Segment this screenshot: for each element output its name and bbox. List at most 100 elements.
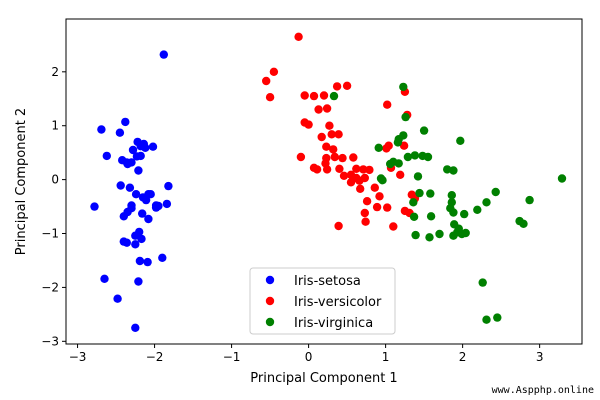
data-point [141, 143, 150, 152]
data-point [410, 151, 420, 160]
axes: −3 −2 −1 0 1 2 3 −3 −2 −1 0 1 2 [41, 18, 583, 364]
data-point [327, 130, 336, 139]
data-point [389, 222, 398, 231]
data-point [322, 165, 332, 174]
x-tick-label: 0 [305, 350, 313, 364]
data-point [383, 203, 392, 212]
data-point [557, 174, 567, 183]
data-point [449, 208, 458, 217]
legend-marker [265, 296, 275, 306]
data-point [426, 189, 435, 198]
data-point [360, 173, 369, 183]
data-points [90, 32, 567, 332]
watermark-text: www.Aspphp.online [491, 385, 594, 396]
legend-label: Iris-versicolor [294, 295, 382, 310]
x-axis-label: Principal Component 1 [250, 371, 397, 386]
legend-marker [265, 275, 275, 285]
data-point [335, 164, 344, 173]
data-point [403, 152, 413, 162]
data-point [97, 125, 106, 134]
data-point [342, 81, 352, 91]
data-point [454, 224, 463, 233]
data-point [127, 201, 136, 210]
plot-frame [65, 18, 583, 345]
data-point [322, 104, 332, 113]
data-point [361, 217, 370, 226]
data-point [334, 130, 343, 139]
y-tick-label: 2 [51, 65, 59, 79]
data-point [525, 195, 534, 205]
data-point [449, 166, 458, 175]
legend: Iris-setosa Iris-versicolor Iris-virginica [249, 267, 396, 335]
data-point [137, 234, 146, 244]
y-axis-label: Principal Component 2 [14, 108, 29, 255]
data-point [482, 198, 491, 207]
data-point [162, 199, 172, 209]
data-point [415, 188, 424, 198]
x-tick-label: 2 [459, 350, 467, 364]
data-point [519, 219, 528, 228]
data-point [443, 165, 452, 174]
data-point [435, 229, 444, 239]
data-point [136, 151, 145, 161]
x-tick-label: −2 [146, 350, 164, 364]
data-point [482, 315, 491, 324]
data-point [339, 171, 349, 180]
legend-marker [265, 317, 275, 327]
data-point [113, 294, 122, 303]
data-point [141, 195, 151, 205]
data-point [419, 126, 429, 135]
data-point [269, 67, 279, 77]
data-point [394, 135, 403, 144]
data-point [116, 181, 125, 190]
data-point [370, 183, 379, 192]
data-point [423, 152, 433, 162]
data-point [123, 207, 132, 217]
data-point [125, 183, 135, 192]
data-point [128, 145, 138, 155]
data-point [372, 202, 382, 212]
data-point [384, 141, 393, 150]
data-point [158, 253, 167, 262]
data-point [449, 231, 458, 240]
data-point [401, 112, 410, 122]
data-point [383, 100, 392, 109]
data-point [304, 120, 313, 129]
data-point [346, 178, 356, 187]
data-point [411, 230, 420, 240]
data-point [138, 209, 147, 218]
data-point [134, 166, 143, 175]
data-point [349, 153, 358, 162]
data-point [332, 82, 342, 91]
data-point [127, 158, 136, 167]
data-point [365, 165, 374, 175]
y-tick-label: −1 [41, 227, 59, 241]
data-point [334, 221, 343, 231]
data-point [352, 164, 361, 173]
data-point [330, 152, 339, 162]
data-point [426, 212, 436, 221]
data-point [460, 209, 469, 219]
legend-box [249, 267, 396, 335]
y-tick-label: −3 [41, 334, 59, 348]
data-point [399, 141, 409, 150]
data-point [314, 105, 323, 114]
data-point [146, 190, 155, 199]
data-point [100, 274, 109, 283]
data-point [394, 159, 403, 168]
data-point [148, 142, 158, 151]
data-point [356, 184, 365, 193]
data-point [447, 191, 456, 200]
data-point [131, 190, 141, 199]
data-point [131, 323, 140, 332]
data-point [300, 91, 309, 100]
legend-label: Iris-virginica [294, 316, 373, 331]
data-point [359, 165, 368, 174]
data-point [322, 153, 331, 163]
data-point [90, 202, 99, 211]
data-point [473, 205, 482, 214]
data-point [151, 203, 161, 212]
data-point [135, 256, 145, 266]
data-point [144, 214, 153, 224]
